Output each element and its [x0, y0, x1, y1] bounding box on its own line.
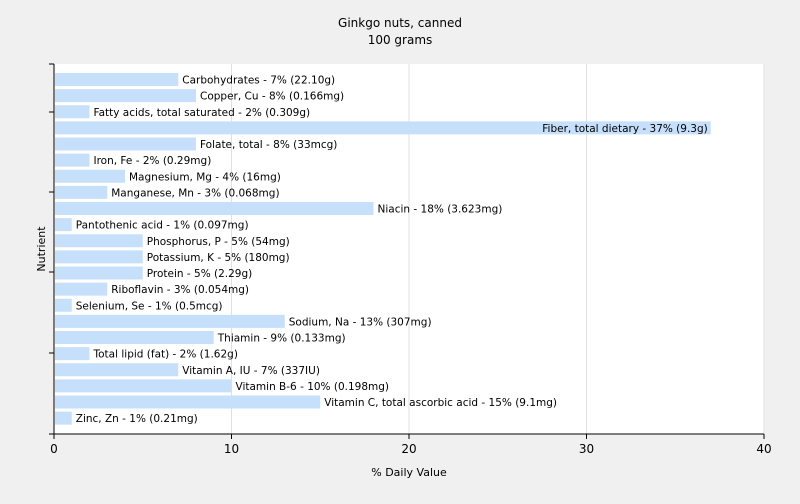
bar-data-label: Pantothenic acid - 1% (0.097mg): [76, 220, 249, 232]
bar: [55, 185, 108, 199]
bar: [55, 411, 72, 425]
bar-data-label: Thiamin - 9% (0.133mg): [217, 333, 346, 345]
bar-data-label: Potassium, K - 5% (180mg): [147, 252, 290, 264]
bar: [55, 153, 90, 167]
bar: [55, 121, 711, 135]
bar: [55, 137, 196, 151]
bar-data-label: Fatty acids, total saturated - 2% (0.309…: [94, 107, 311, 119]
bar-data-label: Phosphorus, P - 5% (54mg): [147, 236, 290, 248]
bar: [55, 314, 285, 328]
chart-subtitle: 100 grams: [368, 33, 433, 47]
bar: [55, 331, 214, 344]
bar-data-label: Iron, Fe - 2% (0.29mg): [94, 155, 212, 167]
bar-data-label: Fiber, total dietary - 37% (9.3g): [542, 123, 707, 135]
x-ticks: 0 10 20 30 40: [49, 63, 772, 456]
bar: [55, 298, 72, 312]
bar-data-label: Zinc, Zn - 1% (0.21mg): [76, 413, 198, 425]
bar-data-label: Sodium, Na - 13% (307mg): [289, 316, 432, 328]
bar: [55, 266, 143, 280]
bar-data-label: Protein - 5% (2.29g): [147, 268, 253, 280]
x-tick-label: 0: [50, 442, 58, 456]
bar: [55, 73, 179, 86]
bar: [55, 105, 90, 119]
bar-data-label: Selenium, Se - 1% (0.5mcg): [76, 300, 223, 312]
bar-data-label: Carbohydrates - 7% (22.10g): [182, 75, 335, 87]
x-tick-label: 10: [224, 442, 239, 456]
chart-title: Ginkgo nuts, canned: [338, 16, 462, 30]
bar: [55, 363, 179, 377]
bar-data-label: Vitamin C, total ascorbic acid - 15% (9.…: [324, 397, 557, 409]
bars: Carbohydrates - 7% (22.10g) Copper, Cu - …: [55, 73, 711, 425]
bar-data-label: Niacin - 18% (3.623mg): [378, 204, 503, 216]
bar-data-label: Manganese, Mn - 3% (0.068mg): [111, 187, 279, 199]
x-tick-label: 40: [756, 442, 771, 456]
y-axis-title: Nutrient: [35, 226, 48, 272]
bar-data-label: Copper, Cu - 8% (0.166mg): [200, 91, 344, 103]
bar-data-label: Folate, total - 8% (33mcg): [200, 139, 337, 151]
bar-data-label: Magnesium, Mg - 4% (16mg): [129, 171, 281, 183]
bar: [55, 89, 196, 103]
bar: [55, 202, 374, 215]
bar: [55, 169, 125, 183]
bar: [55, 218, 72, 232]
bar: [55, 250, 143, 264]
bar-data-label: Vitamin A, IU - 7% (337IU): [182, 365, 320, 377]
x-tick-label: 20: [401, 442, 416, 456]
bar-data-label: Total lipid (fat) - 2% (1.62g): [93, 349, 238, 361]
x-tick-label: 30: [579, 442, 594, 456]
bar: [55, 234, 143, 248]
bar-data-label: Riboflavin - 3% (0.054mg): [111, 284, 249, 296]
x-axis-title: % Daily Value: [371, 466, 447, 479]
bar: [55, 395, 321, 409]
bar: [55, 347, 90, 361]
bar: [55, 282, 108, 296]
bar-data-label: Vitamin B-6 - 10% (0.198mg): [236, 381, 390, 393]
bar: [55, 379, 232, 393]
